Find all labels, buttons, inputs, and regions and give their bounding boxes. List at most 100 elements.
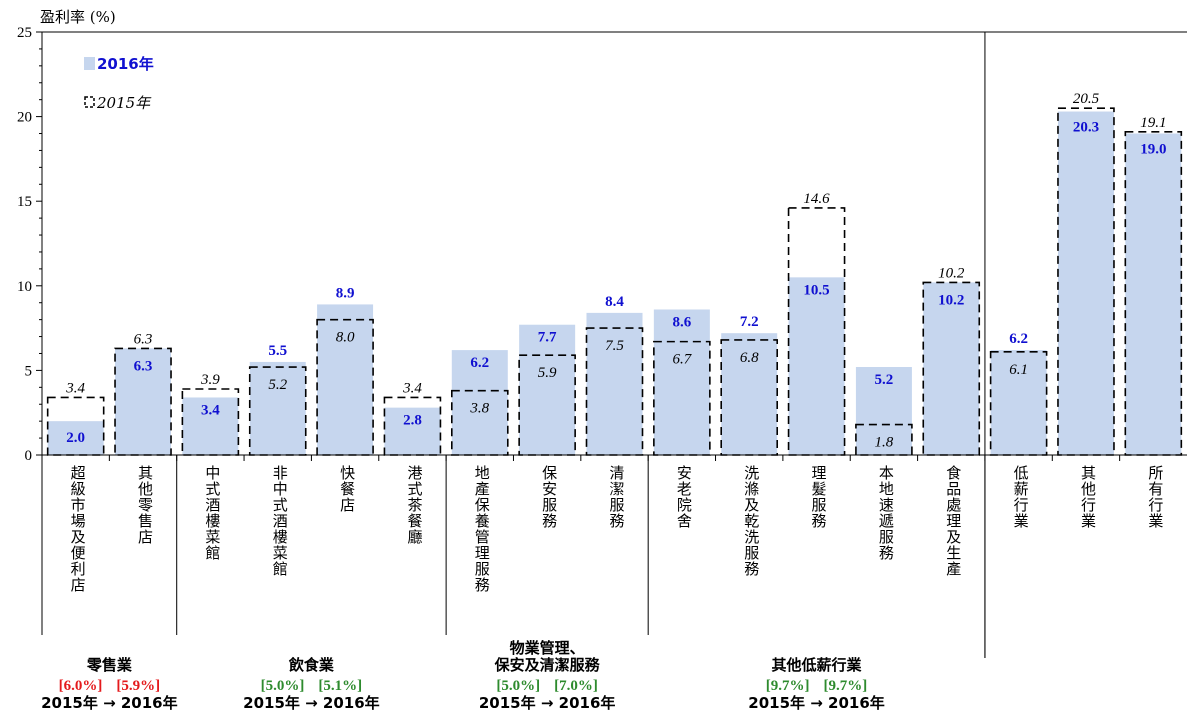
bar-2016	[182, 397, 239, 455]
y-axis-title: 盈利率 (%)	[40, 8, 116, 26]
category-label: 中式酒樓菜館	[203, 465, 221, 561]
bar-2016	[1057, 111, 1114, 456]
value-label-2015: 6.3	[134, 331, 153, 347]
group-name: 飲食業	[288, 656, 335, 674]
value-label-2015: 10.2	[938, 265, 965, 281]
bar-2016	[1125, 133, 1182, 455]
bar-2016	[586, 312, 643, 455]
value-label-2015: 5.9	[538, 365, 557, 381]
bar-2016	[115, 348, 172, 455]
bar-2016	[923, 282, 980, 455]
category-label: 所有行業	[1146, 465, 1164, 529]
y-tick-label: 10	[17, 279, 32, 295]
group-rates: [5.0%] [7.0%]	[496, 678, 598, 694]
category-label: 清潔服務	[608, 465, 626, 529]
bar-2016	[519, 324, 576, 455]
bar-2016	[721, 333, 778, 455]
bar-2016	[855, 367, 912, 455]
group-name: 零售業	[86, 656, 133, 674]
group-years: 2015年 → 2016年	[41, 694, 178, 712]
bar-2015-outline	[46, 396, 105, 456]
value-label-2016: 6.2	[470, 355, 489, 371]
value-label-2015: 1.8	[875, 435, 894, 451]
value-label-2016: 3.4	[201, 402, 220, 418]
legend-swatch-2015	[84, 96, 95, 108]
value-label-2016: 8.4	[605, 294, 624, 310]
value-labels-layer: 2.0 3.4 6.3 6.3 3.4 3.9 5.5 5.2 8.9 8.0 2.8 3.4 6.2 3…	[65, 91, 1166, 450]
y-tick-label: 5	[25, 363, 33, 379]
group-name: 其他低薪行業	[772, 656, 863, 674]
bar-2016	[384, 407, 441, 455]
category-label: 非中式酒樓菜館	[271, 465, 289, 577]
y-tick-label: 15	[17, 194, 32, 210]
value-label-2015: 3.9	[200, 372, 220, 388]
group-rates: [9.7%] [9.7%]	[766, 678, 868, 694]
group-years: 2015年 → 2016年	[479, 694, 616, 712]
category-label: 其他行業	[1079, 465, 1097, 529]
category-label: 港式茶餐廳	[405, 465, 423, 545]
y-tick-label: 25	[17, 25, 32, 41]
value-label-2016: 20.3	[1073, 120, 1099, 136]
group-rates: [5.0%] [5.1%]	[261, 678, 363, 694]
category-label: 食品處理及生產	[944, 465, 962, 577]
value-label-2016: 8.9	[336, 285, 355, 301]
value-label-2015: 20.5	[1073, 91, 1100, 107]
value-label-2015: 8.0	[336, 330, 355, 346]
value-label-2016: 10.5	[803, 282, 829, 298]
group-rate-2016: [9.7%]	[824, 678, 868, 694]
legend-label-2015: 2015年	[96, 94, 152, 112]
category-label: 地產保養管理服務	[473, 465, 491, 593]
category-label: 安老院舍	[675, 465, 693, 529]
category-label: 快餐店	[338, 465, 356, 513]
category-label: 洗滌及乾洗服務	[742, 465, 760, 577]
value-label-2015: 19.1	[1140, 115, 1166, 131]
bar-2015-outline	[922, 281, 981, 456]
value-label-2015: 3.4	[65, 380, 85, 396]
category-label: 理髮服務	[810, 465, 828, 529]
bar-2016	[317, 304, 374, 455]
bar-2016	[788, 277, 845, 455]
category-labels-layer: 超級市場及便利店 其他零售店 中式酒樓菜館 非中式酒樓菜館 快餐店 港式茶餐廳 地產保養管理…	[69, 465, 1165, 593]
value-label-2016: 5.5	[268, 343, 287, 359]
y-tick-label: 0	[25, 448, 33, 464]
group-rate-2015: [5.0%]	[261, 678, 305, 694]
value-label-2015: 7.5	[605, 338, 624, 354]
group-rates: [6.0%] [5.9%]	[59, 678, 160, 694]
value-label-2016: 2.8	[403, 413, 422, 429]
group-years: 2015年 → 2016年	[243, 694, 380, 712]
category-label: 保安服務	[540, 465, 558, 529]
group-rate-2015: [6.0%]	[59, 678, 103, 694]
value-label-2016: 10.2	[938, 292, 964, 308]
value-label-2016: 6.3	[134, 358, 153, 374]
group-rate-2015: [5.0%]	[496, 678, 540, 694]
category-label: 其他零售店	[136, 465, 154, 545]
bar-2015-outline	[114, 347, 172, 456]
bar-2016	[451, 350, 508, 455]
value-label-2016: 19.0	[1140, 142, 1166, 158]
value-label-2015: 3.4	[402, 380, 422, 396]
group-rate-2016: [7.0%]	[554, 678, 598, 694]
axes-layer: 0 5 10 15 20 25	[17, 25, 1187, 658]
category-label: 本地速遞服務	[877, 465, 895, 561]
value-label-2015: 6.8	[740, 350, 759, 366]
bars-layer	[46, 107, 1183, 456]
group-years: 2015年 → 2016年	[748, 694, 885, 712]
bar-2016	[47, 421, 104, 455]
value-label-2015: 5.2	[268, 377, 287, 393]
group-rate-2015: [9.7%]	[766, 678, 810, 694]
bar-2015-outline	[383, 396, 442, 456]
group-rate-2016: [5.9%]	[116, 678, 160, 694]
value-label-2016: 5.2	[875, 372, 894, 388]
group-rate-2016: [5.1%]	[318, 678, 362, 694]
value-label-2015: 14.6	[803, 191, 830, 207]
y-tick-label: 20	[17, 110, 32, 126]
bar-2015-outline	[316, 318, 374, 456]
value-label-2016: 7.2	[740, 314, 759, 330]
bar-2016	[249, 361, 306, 455]
group-name: 物業管理、	[510, 639, 585, 657]
group-name: 保安及清潔服務	[494, 656, 601, 674]
value-label-2016: 7.7	[538, 330, 557, 346]
value-label-2016: 8.6	[672, 314, 691, 330]
